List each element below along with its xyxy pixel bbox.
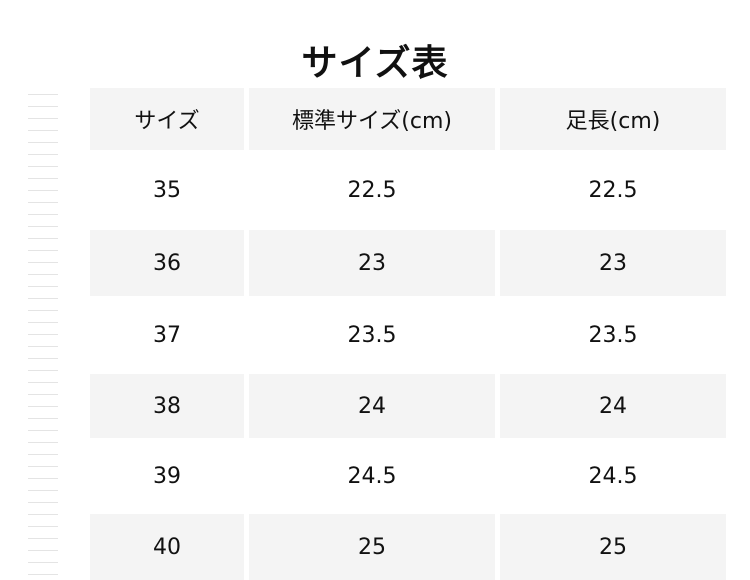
table-cell: 22.5 [347,177,397,203]
column-header: 標準サイズ(cm) [249,88,495,150]
table-cell: 24 [249,374,495,438]
decoration [28,86,58,580]
title: サイズ表 [301,43,449,84]
table-cell: 40 [90,514,244,580]
table-cell: 39 [153,463,181,489]
table-cell: 37 [153,322,181,348]
table-cell: 23 [500,230,726,296]
table-cell: 24.5 [347,463,397,489]
table-cell: 35 [153,177,181,203]
table-cell: 23 [249,230,495,296]
table-cell: 24 [500,374,726,438]
table-cell: 23.5 [347,322,397,348]
column-header: 足長(cm) [500,88,726,150]
table-cell: 25 [500,514,726,580]
table-cell: 25 [249,514,495,580]
column-header: サイズ [90,88,244,150]
table-cell: 23.5 [588,322,638,348]
table-cell: 38 [90,374,244,438]
table-cell: 24.5 [588,463,638,489]
table-cell: 22.5 [588,177,638,203]
table-cell: 36 [90,230,244,296]
